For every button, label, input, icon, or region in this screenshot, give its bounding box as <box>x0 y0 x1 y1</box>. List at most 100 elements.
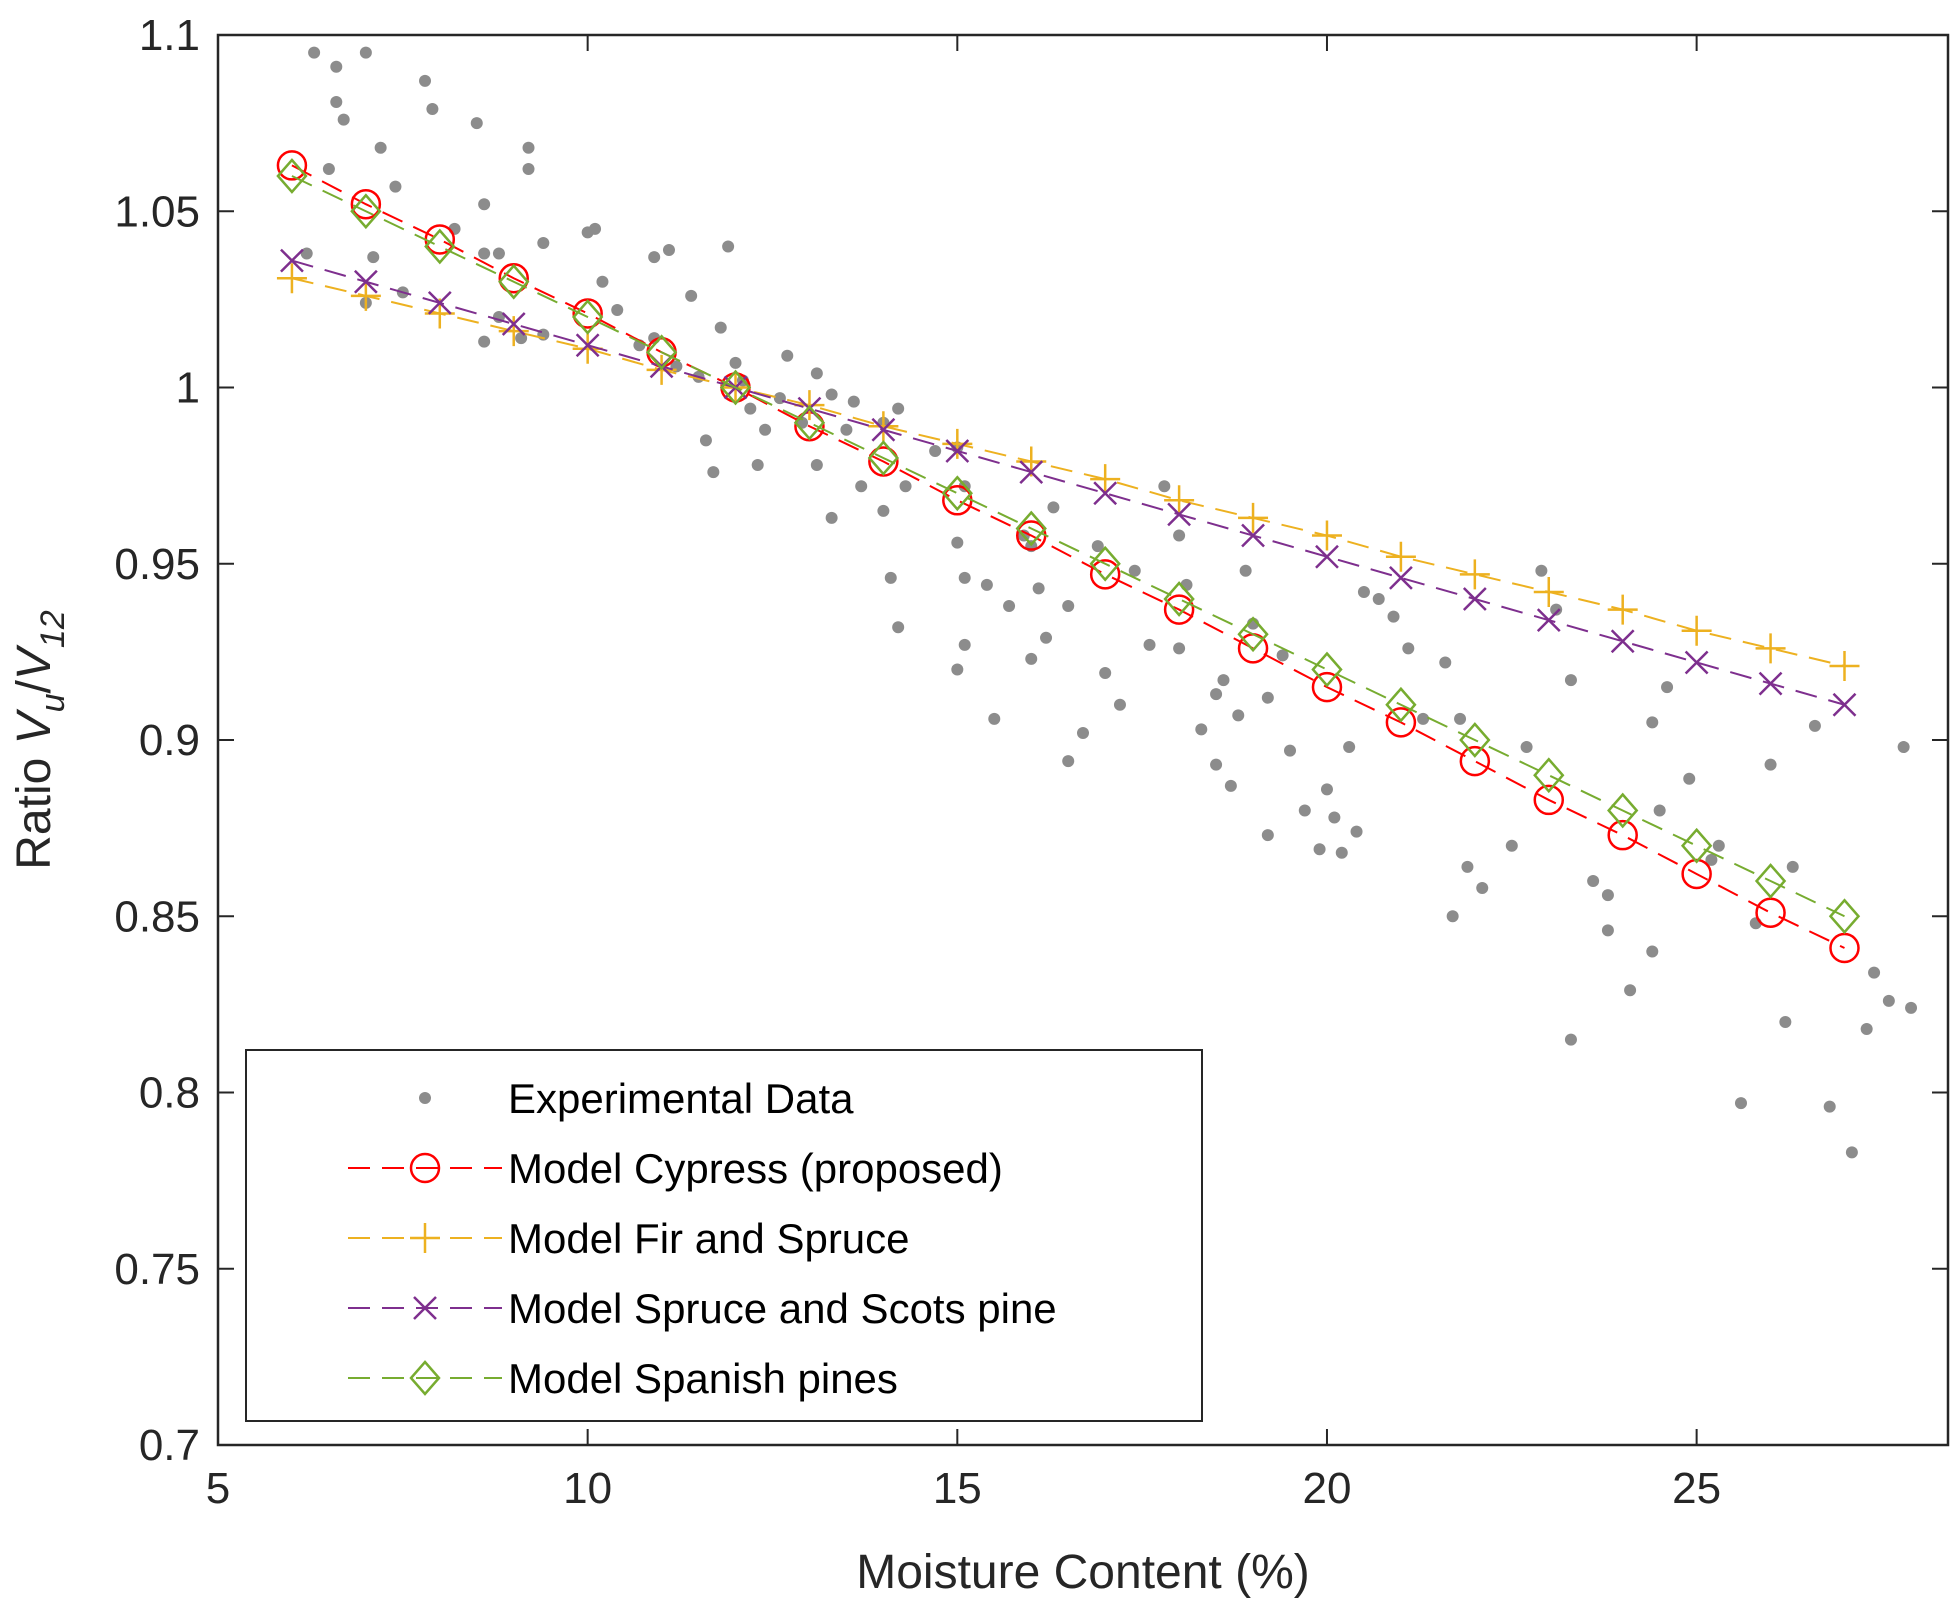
experimental-data-point <box>1646 945 1659 958</box>
series-marker <box>945 439 970 463</box>
y-tick-label: 0.85 <box>114 892 200 941</box>
series-marker <box>1089 559 1121 590</box>
experimental-data-point <box>1350 825 1363 838</box>
experimental-data-point <box>1860 1023 1873 1036</box>
y-tick-label: 0.9 <box>139 716 200 765</box>
experimental-data-point <box>1646 716 1659 729</box>
series-marker <box>498 316 529 347</box>
experimental-data-point <box>1091 540 1104 553</box>
experimental-data-point <box>1476 882 1489 895</box>
series-marker <box>719 369 752 406</box>
experimental-data-point <box>729 356 742 369</box>
series-marker <box>1385 541 1416 572</box>
experimental-data-point <box>855 480 868 493</box>
experimental-data-point <box>781 349 794 362</box>
experimental-data-point <box>1535 564 1548 577</box>
series-marker <box>350 193 382 230</box>
x-tick-label: 10 <box>563 1464 612 1513</box>
series-marker <box>1533 757 1565 794</box>
series-marker <box>1311 671 1343 703</box>
experimental-data-point <box>478 335 491 348</box>
experimental-data-point <box>374 141 387 154</box>
experimental-data-point <box>1764 758 1777 771</box>
experimental-data-point <box>1003 600 1016 613</box>
series-marker <box>871 417 896 442</box>
series-line <box>291 259 1845 706</box>
experimental-data-point <box>359 46 372 59</box>
series-model-spanish-pines <box>276 158 1861 935</box>
legend-marker <box>409 1152 441 1184</box>
series-marker <box>1241 523 1265 548</box>
experimental-data-point <box>929 444 942 457</box>
experimental-data-point <box>308 46 321 59</box>
y-axis-title: Ratio Vu/V12 <box>8 610 72 870</box>
series-marker <box>1093 481 1118 506</box>
experimental-data-point <box>1284 744 1297 757</box>
series-marker <box>1167 502 1191 527</box>
experimental-data-point <box>1905 1001 1918 1014</box>
experimental-data-point <box>426 103 439 116</box>
series-line <box>291 277 1845 667</box>
experimental-data-point <box>1601 889 1614 902</box>
experimental-data-point <box>988 712 1001 725</box>
experimental-data-point <box>1734 1097 1747 1110</box>
experimental-data-point <box>714 321 727 334</box>
experimental-data-point <box>1298 804 1311 817</box>
legend-marker <box>409 1360 441 1396</box>
experimental-data-point <box>419 74 432 87</box>
series-marker <box>427 291 452 315</box>
x-axis-ticks: 5 10 15 20 25 <box>206 35 1721 1513</box>
y-axis-title-numerator-subscript: u <box>34 693 72 712</box>
series-marker <box>1462 587 1487 611</box>
experimental-data-point <box>707 466 720 479</box>
experimental-data-point <box>899 480 912 493</box>
series-marker <box>276 263 307 294</box>
experimental-data-point <box>1661 681 1674 694</box>
experimental-data-point <box>1461 860 1474 873</box>
experimental-data-point <box>1454 712 1467 725</box>
experimental-data-point <box>1786 860 1799 873</box>
series-model-fir-and-spruce <box>276 263 1860 681</box>
series-marker <box>645 334 678 371</box>
series-marker <box>1089 545 1121 582</box>
x-tick-label: 5 <box>206 1464 230 1513</box>
experimental-data-point <box>1313 843 1326 856</box>
experimental-data-point <box>884 571 897 584</box>
series-marker <box>1459 745 1491 777</box>
experimental-data-point <box>1320 783 1333 796</box>
experimental-data-point <box>1587 875 1600 887</box>
y-tick-label: 0.8 <box>139 1069 200 1118</box>
plot-frame <box>216 33 1950 1447</box>
experimental-data-point <box>847 395 860 408</box>
experimental-data-point <box>1158 480 1171 493</box>
series-marker <box>1680 827 1713 864</box>
experimental-data-point <box>478 247 491 260</box>
series-marker <box>276 150 308 181</box>
experimental-data-point <box>1128 564 1141 577</box>
series-marker <box>1754 863 1787 899</box>
experimental-data-point <box>1357 585 1370 598</box>
experimental-data-point <box>1173 529 1186 542</box>
experimental-data-point <box>1261 691 1274 704</box>
y-axis-title-numerator: V <box>8 708 61 744</box>
legend-label: Model Spruce and Scots pine <box>508 1285 1057 1332</box>
legend-label: Model Spanish pines <box>508 1355 898 1402</box>
experimental-data-point <box>1210 688 1223 701</box>
experimental-data-point <box>1343 741 1356 754</box>
y-tick-label: 1 <box>176 364 200 413</box>
experimental-data-point <box>1808 719 1821 732</box>
series-marker <box>1459 559 1490 590</box>
experimental-data-point <box>685 289 698 302</box>
series-marker <box>1311 651 1343 688</box>
series-marker <box>350 188 382 220</box>
series-marker <box>1164 485 1195 516</box>
series-marker <box>1163 594 1195 625</box>
experimental-data-point <box>722 240 735 253</box>
experimental-data-point <box>1328 811 1341 824</box>
legend-item: Experimental Data <box>419 1075 854 1122</box>
experimental-data-point <box>492 247 505 260</box>
experimental-data-point <box>810 367 823 380</box>
experimental-data-point <box>1387 610 1400 623</box>
experimental-data-point <box>1276 649 1289 662</box>
legend-marker <box>410 1223 440 1253</box>
